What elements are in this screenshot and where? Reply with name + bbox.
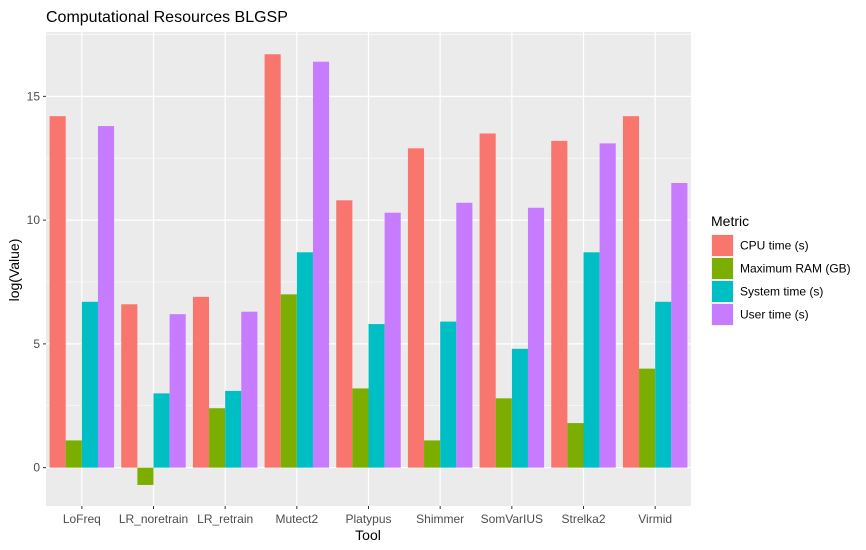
x-tick-label: SomVarIUS — [481, 512, 543, 526]
bar — [599, 143, 616, 468]
bar — [495, 398, 512, 468]
bar — [622, 116, 640, 468]
bar — [583, 252, 600, 468]
bar — [137, 467, 154, 485]
bar — [671, 182, 688, 468]
bar — [121, 304, 138, 468]
y-tick-label: 15 — [27, 89, 41, 103]
y-axis: 0 5 10 15 — [27, 89, 46, 475]
x-tick-label: Shimmer — [416, 512, 464, 526]
bar — [97, 126, 115, 468]
x-axis: LoFreq LR_noretrain LR_retrain Mutect2 Platy… — [63, 506, 672, 526]
bar — [264, 54, 281, 468]
bar — [639, 368, 656, 468]
x-tick-label: LoFreq — [63, 512, 101, 526]
bar — [312, 61, 330, 468]
bar — [551, 140, 568, 468]
bar — [169, 314, 186, 468]
bar — [336, 200, 353, 468]
bar — [407, 148, 425, 468]
legend-swatch — [712, 304, 733, 325]
legend: Metric CPU time (s) Maximum RAM (GB) Syste… — [711, 213, 851, 326]
bar — [280, 294, 297, 468]
legend-label: User time (s) — [740, 308, 809, 322]
bar — [153, 393, 170, 468]
bar — [225, 390, 242, 468]
bar — [368, 324, 385, 468]
bar — [352, 388, 369, 468]
x-tick-label: Virmid — [638, 512, 672, 526]
bar — [296, 252, 313, 468]
y-tick-label: 0 — [33, 461, 40, 475]
bar — [209, 408, 226, 468]
legend-label: CPU time (s) — [740, 239, 809, 253]
bar — [456, 202, 473, 468]
bars — [49, 54, 688, 485]
bar — [81, 301, 98, 468]
bar — [192, 296, 210, 468]
legend-swatch — [712, 235, 733, 256]
chart-title: Computational Resources BLGSP — [46, 9, 288, 26]
x-tick-label: Strelka2 — [561, 512, 605, 526]
legend-swatch — [712, 258, 733, 279]
bar — [440, 321, 457, 468]
y-tick-label: 10 — [27, 213, 41, 227]
legend-swatch — [712, 281, 733, 302]
x-tick-label: LR_noretrain — [119, 512, 188, 526]
x-tick-label: Mutect2 — [275, 512, 318, 526]
bar — [384, 212, 401, 468]
bar — [479, 133, 496, 468]
bar — [511, 348, 528, 468]
bar — [65, 440, 82, 468]
x-tick-label: Platypus — [345, 512, 391, 526]
y-axis-title: log(Value) — [6, 239, 22, 302]
legend-label: Maximum RAM (GB) — [740, 262, 851, 276]
bar — [424, 440, 441, 468]
bar — [49, 116, 66, 468]
x-tick-label: LR_retrain — [197, 512, 253, 526]
y-tick-label: 5 — [33, 337, 40, 351]
legend-label: System time (s) — [740, 285, 823, 299]
bar — [655, 301, 672, 468]
bar — [241, 311, 258, 468]
bar — [567, 423, 584, 468]
legend-title: Metric — [711, 213, 749, 229]
bar — [527, 207, 545, 468]
x-axis-title: Tool — [355, 527, 381, 543]
